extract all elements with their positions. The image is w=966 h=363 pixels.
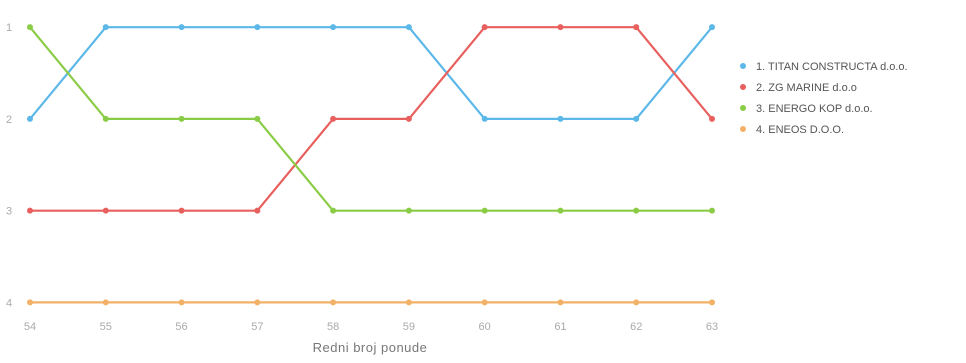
data-point [178,299,185,306]
data-point [557,115,564,122]
data-point [27,207,33,214]
x-tick-label: 57 [251,321,263,333]
data-point [27,24,33,31]
series-line [28,26,714,121]
data-point [330,24,337,31]
legend-label: 3. ENERGO KOP d.o.o. [756,103,873,115]
data-point [405,115,412,122]
data-point [330,299,337,306]
legend[interactable]: 1. TITAN CONSTRUCTA d.o.o. 2. ZG MARINE d… [740,61,908,136]
data-point [254,207,261,214]
data-point [254,115,261,122]
y-tick-label: 2 [6,114,12,126]
legend-label: 2. ZG MARINE d.o.o [756,82,857,94]
legend-item[interactable]: 1. TITAN CONSTRUCTA d.o.o. [740,61,908,73]
x-tick-label: 60 [479,321,491,333]
x-tick-label: 54 [24,321,36,333]
legend-marker [740,126,746,132]
legend-item[interactable]: 4. ENEOS D.O.O. [740,124,844,136]
x-tick-label: 63 [706,321,718,333]
data-point [633,299,640,306]
data-point [709,24,715,31]
data-point [481,115,488,122]
y-tick-label: 3 [6,206,12,218]
series-line [28,26,714,212]
data-point [481,299,488,306]
data-point [709,115,715,122]
data-point [405,299,412,306]
x-tick-label: 58 [327,321,339,333]
x-tick-label: 56 [175,321,187,333]
data-point [254,299,261,306]
data-point [481,24,488,31]
series-layer [27,24,715,306]
data-point [557,207,564,214]
data-point [405,24,412,31]
legend-marker [740,105,746,111]
data-point [633,207,640,214]
legend-marker [740,84,746,90]
y-tick-label: 1 [6,22,12,34]
data-point [481,207,488,214]
data-point [330,207,337,214]
data-point [178,24,185,31]
data-point [633,24,640,31]
data-point [102,299,109,306]
series-line [28,26,714,212]
data-point [102,24,109,31]
data-point [633,115,640,122]
data-point [254,24,261,31]
series-3 [27,24,715,214]
data-point [178,207,185,214]
series-2 [27,24,715,214]
series-1 [27,24,715,122]
legend-item[interactable]: 3. ENERGO KOP d.o.o. [740,103,873,115]
data-point [709,207,715,214]
data-point [557,299,564,306]
x-axis-label: Redni broj ponude [313,340,428,355]
y-axis-ticks: 1 2 3 4 [6,22,12,309]
data-point [102,207,109,214]
data-point [27,115,33,122]
series-4 [27,299,715,306]
x-tick-label: 61 [554,321,566,333]
data-point [405,207,412,214]
data-point [330,115,337,122]
x-axis-ticks: 54 55 56 57 58 59 60 61 62 63 [24,321,718,333]
x-tick-label: 59 [403,321,415,333]
legend-marker [740,63,746,69]
y-tick-label: 4 [6,297,12,309]
data-point [178,115,185,122]
data-point [709,299,715,306]
legend-label: 1. TITAN CONSTRUCTA d.o.o. [756,61,908,73]
data-point [557,24,564,31]
x-tick-label: 55 [100,321,112,333]
legend-item[interactable]: 2. ZG MARINE d.o.o [740,82,857,94]
x-tick-label: 62 [630,321,642,333]
data-point [27,299,33,306]
data-point [102,115,109,122]
legend-label: 4. ENEOS D.O.O. [756,124,844,136]
